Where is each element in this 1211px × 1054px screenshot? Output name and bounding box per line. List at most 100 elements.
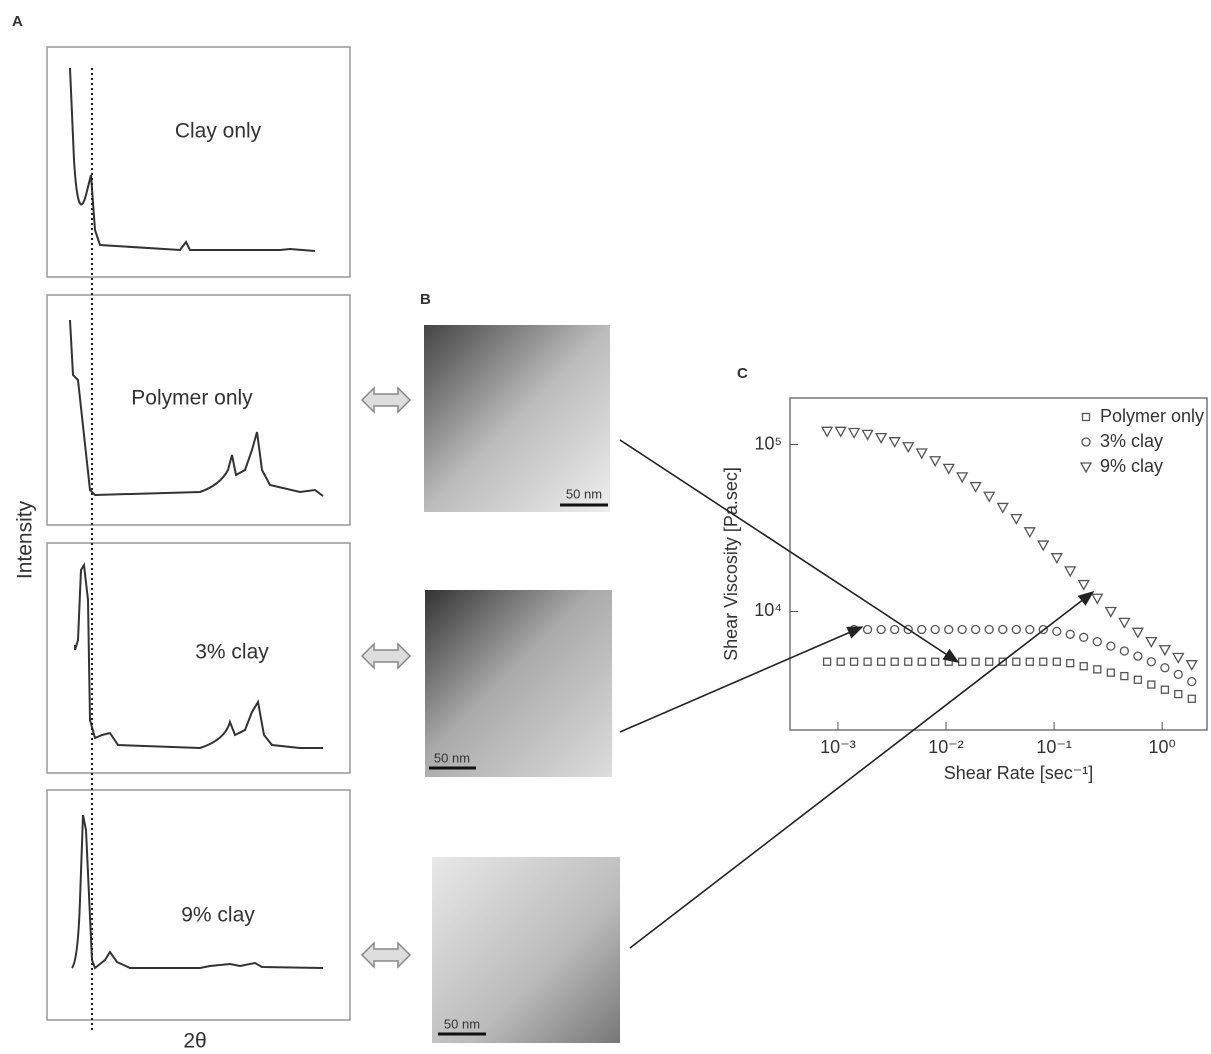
xrd-frame — [46, 789, 351, 1021]
xrd-curve — [74, 561, 323, 750]
xrd-label: Clay only — [175, 120, 262, 143]
marker-triangle — [888, 437, 901, 449]
xrd-label: 3% clay — [195, 641, 269, 664]
x-tick-label: 10⁻³ — [820, 737, 856, 757]
double-arrow — [360, 941, 412, 969]
tem-image — [424, 325, 610, 512]
marker-triangle — [875, 432, 888, 444]
marker-square — [1066, 659, 1075, 668]
x-tick-label: 10⁰ — [1149, 737, 1176, 757]
marker-square — [1106, 668, 1115, 677]
xrd-curve — [69, 319, 324, 497]
x-tick-label: 10⁻¹ — [1036, 737, 1072, 757]
scale-label: 50 nm — [444, 1016, 480, 1031]
marker-circle — [957, 624, 967, 635]
marker-triangle — [834, 426, 847, 438]
marker-triangle — [969, 481, 982, 493]
link-arrow — [629, 591, 1095, 949]
marker-triangle — [915, 448, 928, 460]
marker-circle — [1065, 629, 1075, 639]
legend-label: Polymer only — [1100, 406, 1204, 426]
marker-square — [931, 657, 940, 666]
x-axis-label: Shear Rate [sec⁻¹] — [944, 763, 1094, 783]
x-axis-label: 2θ — [183, 1030, 206, 1053]
marker-square — [876, 657, 886, 666]
marker-square — [1012, 657, 1021, 666]
marker-triangle — [1079, 462, 1093, 474]
marker-square — [1081, 412, 1091, 422]
marker-triangle — [983, 491, 996, 503]
marker-circle — [890, 624, 900, 635]
marker-triangle — [1037, 540, 1050, 552]
plot-frame — [789, 397, 1208, 731]
x-tick-label: 10⁻² — [928, 737, 964, 757]
marker-square — [944, 657, 953, 666]
double-arrow — [360, 642, 412, 670]
marker-triangle — [1172, 652, 1185, 664]
marker-square — [917, 657, 926, 666]
link-arrow — [619, 439, 960, 663]
marker-triangle — [1118, 617, 1131, 629]
marker-circle — [1119, 646, 1130, 656]
marker-circle — [970, 624, 981, 635]
marker-circle — [1038, 624, 1048, 635]
marker-square — [998, 657, 1007, 666]
marker-circle — [998, 624, 1008, 635]
marker-triangle — [1185, 660, 1198, 672]
marker-triangle — [1131, 627, 1144, 639]
marker-triangle — [1077, 579, 1090, 591]
marker-square — [1174, 689, 1183, 699]
marker-triangle — [1091, 593, 1104, 605]
marker-triangle — [996, 502, 1009, 514]
marker-square — [1039, 657, 1048, 666]
marker-circle — [1160, 663, 1170, 673]
y-axis-label: Intensity — [14, 500, 37, 579]
legend-label: 3% clay — [1100, 431, 1163, 451]
marker-circle — [1079, 632, 1089, 642]
double-arrow — [360, 386, 412, 414]
marker-square — [1120, 671, 1129, 681]
marker-square — [1025, 657, 1034, 666]
marker-triangle — [861, 429, 874, 441]
marker-circle — [1173, 669, 1183, 680]
marker-triangle — [1064, 566, 1077, 578]
marker-square — [836, 657, 845, 666]
marker-square — [1079, 662, 1088, 671]
marker-square — [971, 657, 980, 666]
marker-square — [1160, 685, 1170, 694]
xrd-label: 9% clay — [181, 904, 255, 927]
y-axis-label: Shear Viscosity [Pa.sec] — [721, 467, 741, 661]
xrd-frame — [46, 294, 351, 526]
xrd-frame — [46, 542, 351, 774]
marker-circle — [944, 624, 954, 635]
marker-triangle — [929, 456, 942, 468]
marker-triangle — [1145, 636, 1158, 648]
xrd-curve — [69, 67, 316, 252]
marker-triangle — [1104, 606, 1117, 618]
marker-circle — [1106, 641, 1116, 651]
marker-triangle — [942, 463, 955, 475]
marker-square — [985, 657, 994, 666]
marker-circle — [917, 624, 927, 635]
marker-square — [890, 657, 899, 666]
marker-triangle — [1158, 645, 1171, 657]
y-tick-label: 10⁴ — [754, 600, 782, 620]
marker-circle — [1081, 437, 1091, 447]
panel-letter: C — [737, 365, 748, 382]
marker-square — [822, 657, 832, 666]
marker-triangle — [956, 472, 969, 484]
legend-label: 9% clay — [1100, 456, 1163, 476]
plot: 10⁻³ 10⁻² 10⁻¹ 10⁰ 10⁴ 10⁵ Shear Rate [sec⁻¹] S… — [721, 406, 1204, 783]
marker-circle — [1187, 676, 1197, 687]
marker-triangle — [821, 426, 834, 438]
marker-triangle — [847, 427, 861, 439]
marker-circle — [876, 624, 886, 635]
marker-circle — [1146, 657, 1156, 667]
marker-square — [1187, 694, 1196, 703]
xrd-frame — [46, 46, 351, 278]
marker-square — [1147, 680, 1156, 689]
tem-image — [432, 857, 620, 1043]
marker-square — [957, 657, 967, 666]
panel-letter: A — [12, 13, 23, 30]
panel-letter: B — [420, 291, 431, 308]
